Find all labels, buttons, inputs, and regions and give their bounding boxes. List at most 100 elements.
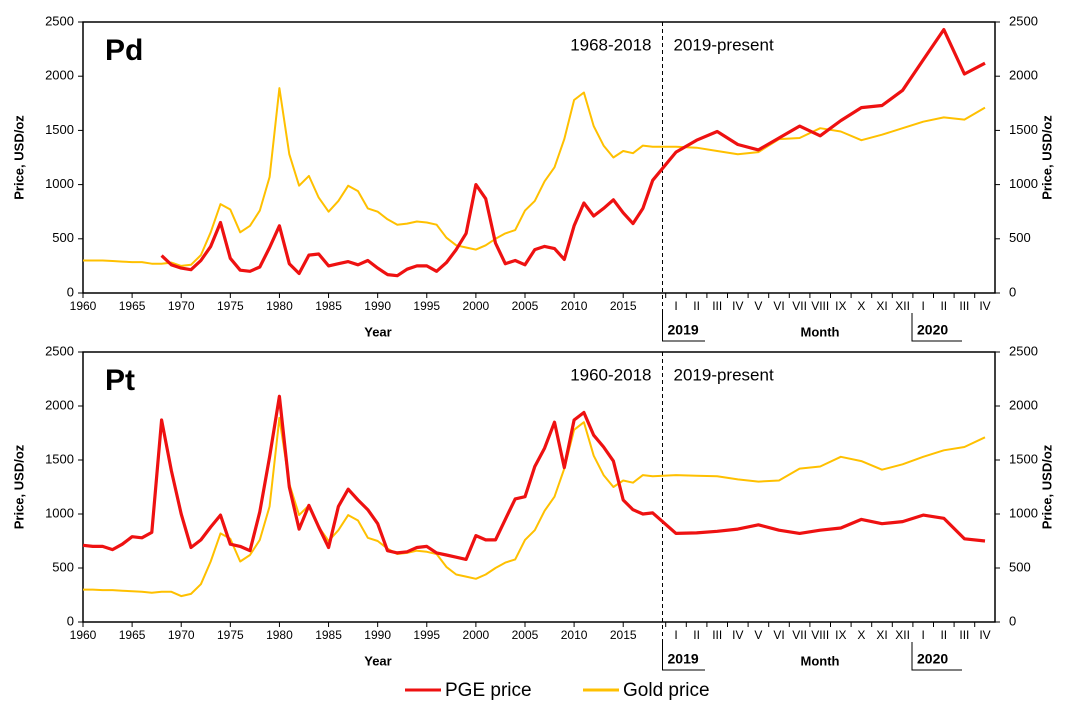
month-tick-label: XI xyxy=(876,299,887,313)
month-tick-label: III xyxy=(959,628,969,642)
month-tick-label: X xyxy=(857,628,865,642)
x-tick-label: 1960 xyxy=(70,628,97,642)
annotation: 1960-2018 xyxy=(570,365,651,384)
x-tick-label: 1970 xyxy=(168,628,195,642)
y2-tick-label: 2000 xyxy=(1009,397,1038,412)
month-tick-label: IX xyxy=(835,299,846,313)
month-tick-label: II xyxy=(940,628,947,642)
x-tick-label: 1980 xyxy=(266,299,293,313)
x-tick-label: 1985 xyxy=(315,299,342,313)
y2-axis-label: Price, USD/oz xyxy=(1039,115,1054,200)
month-tick-label: VIII xyxy=(811,299,829,313)
y-tick-label: 0 xyxy=(67,613,74,628)
month-tick-label: X xyxy=(857,299,865,313)
x-tick-label: 2015 xyxy=(610,299,637,313)
y-tick-label: 500 xyxy=(52,559,74,574)
month-tick-label: V xyxy=(754,299,762,313)
panel-title: Pt xyxy=(105,364,135,397)
y-tick-label: 2000 xyxy=(45,68,74,83)
x-tick-label: 1975 xyxy=(217,628,244,642)
y-tick-label: 0 xyxy=(67,284,74,299)
series-line xyxy=(83,416,986,598)
series-line xyxy=(83,87,986,267)
month-tick-label: IV xyxy=(979,628,990,642)
series-line xyxy=(82,394,986,561)
month-tick-label: III xyxy=(959,299,969,313)
series-line xyxy=(160,28,986,278)
y-tick-label: 500 xyxy=(52,230,74,245)
year-label: 2020 xyxy=(917,651,948,667)
y2-axis-label: Price, USD/oz xyxy=(1039,444,1054,529)
y-tick-label: 1500 xyxy=(45,451,74,466)
month-tick-label: VI xyxy=(773,628,784,642)
month-tick-label: I xyxy=(922,628,925,642)
panel-title: Pd xyxy=(105,34,143,67)
x-tick-label: 1990 xyxy=(364,299,391,313)
x-tick-label: 2010 xyxy=(561,628,588,642)
x-tick-label: 1965 xyxy=(119,299,146,313)
x-tick-label: 2000 xyxy=(463,299,490,313)
annotation: 1968-2018 xyxy=(570,35,651,54)
x-tick-label: 1980 xyxy=(266,628,293,642)
year-bracket xyxy=(911,642,962,671)
legend-label: PGE price xyxy=(445,680,532,701)
x-tick-label: 2005 xyxy=(512,628,539,642)
year-bracket xyxy=(662,642,705,671)
y2-tick-label: 2500 xyxy=(1009,13,1038,28)
legend-label: Gold price xyxy=(623,680,710,701)
plot-frame xyxy=(82,351,996,623)
x-tick-label: 1990 xyxy=(364,628,391,642)
month-tick-label: VIII xyxy=(811,628,829,642)
month-tick-label: IV xyxy=(979,299,990,313)
year-label: 2019 xyxy=(668,651,699,667)
plot-frame xyxy=(82,21,996,294)
month-tick-label: VII xyxy=(792,299,807,313)
year-bracket xyxy=(911,313,962,342)
month-tick-label: II xyxy=(940,299,947,313)
y-axis-label: Price, USD/oz xyxy=(11,444,26,529)
year-bracket xyxy=(662,313,705,342)
month-tick-label: VII xyxy=(792,628,807,642)
y-tick-label: 1500 xyxy=(45,122,74,137)
y2-tick-label: 500 xyxy=(1009,230,1031,245)
x-tick-label: 2000 xyxy=(463,628,490,642)
annotation: 2019-present xyxy=(674,35,774,54)
x-tick-label: 2010 xyxy=(561,299,588,313)
annotation: 2019-present xyxy=(674,365,774,384)
y2-tick-label: 1000 xyxy=(1009,176,1038,191)
y2-tick-label: 1000 xyxy=(1009,505,1038,520)
y2-tick-label: 2500 xyxy=(1009,343,1038,358)
y2-tick-label: 2000 xyxy=(1009,68,1038,83)
month-tick-label: I xyxy=(674,299,677,313)
month-tick-label: XII xyxy=(895,299,910,313)
y2-tick-label: 1500 xyxy=(1009,122,1038,137)
y-tick-label: 1000 xyxy=(45,505,74,520)
month-tick-label: VI xyxy=(773,299,784,313)
y-axis-label: Price, USD/oz xyxy=(11,115,26,200)
y-tick-label: 2500 xyxy=(45,343,74,358)
month-axis-label: Month xyxy=(801,324,840,339)
month-tick-label: V xyxy=(754,628,762,642)
year-label: 2020 xyxy=(917,322,948,338)
x-tick-label: 1985 xyxy=(315,628,342,642)
x-tick-label: 1970 xyxy=(168,299,195,313)
month-tick-label: IV xyxy=(732,299,743,313)
month-tick-label: XII xyxy=(895,628,910,642)
year-label: 2019 xyxy=(668,322,699,338)
x-tick-label: 1975 xyxy=(217,299,244,313)
month-tick-label: XI xyxy=(876,628,887,642)
y-tick-label: 2500 xyxy=(45,13,74,28)
month-tick-label: III xyxy=(712,299,722,313)
x-tick-label: 2015 xyxy=(610,628,637,642)
month-tick-label: III xyxy=(712,628,722,642)
x-axis-label: Year xyxy=(364,324,391,339)
x-tick-label: 1995 xyxy=(413,299,440,313)
y2-tick-label: 1500 xyxy=(1009,451,1038,466)
month-tick-label: I xyxy=(922,299,925,313)
month-tick-label: I xyxy=(674,628,677,642)
month-tick-label: IV xyxy=(732,628,743,642)
x-axis-label: Year xyxy=(364,653,391,668)
y2-tick-label: 0 xyxy=(1009,613,1016,628)
month-tick-label: II xyxy=(693,299,700,313)
